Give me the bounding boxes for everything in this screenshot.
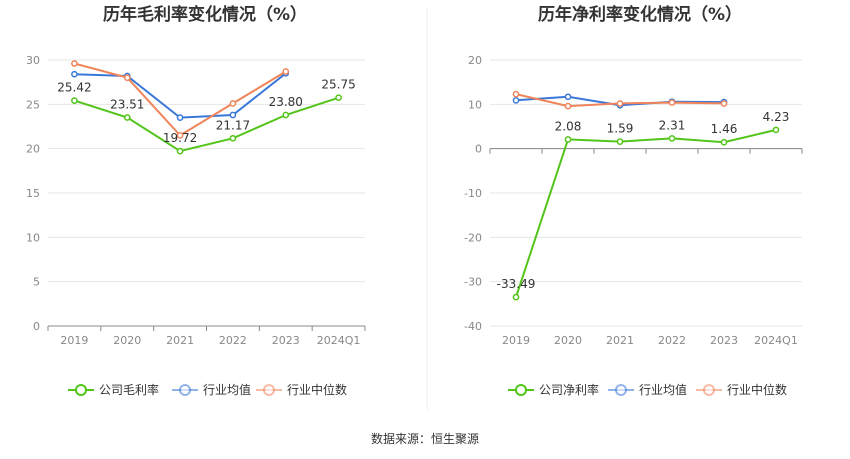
chart-title: 历年净利率变化情况（%） [538,4,742,25]
data-point[interactable] [229,100,237,107]
data-point[interactable] [176,147,184,155]
legend-label[interactable]: 行业中位数 [287,382,347,397]
data-label: 23.51 [110,98,144,112]
y-tick-label: 25 [26,98,40,111]
gross-margin-chart: 历年毛利率变化情况（%） 0 5 10 15 20 25 30 2019 2020 2021 2022… [26,4,366,397]
legend-label[interactable]: 公司毛利率 [99,382,159,397]
y-tick-label: -20 [464,231,482,244]
data-point[interactable] [564,102,572,110]
data-point[interactable] [282,111,290,119]
data-label: 2.31 [659,118,686,132]
x-tick-label: 2019 [60,334,88,347]
data-point[interactable] [772,126,780,134]
y-tick-label: 15 [26,187,40,200]
series-line [74,96,339,153]
net-margin-chart: 历年净利率变化情况（%） -40 -30 -20 -10 0 10 20 2019 2020 202… [464,4,803,397]
data-point[interactable] [564,136,572,143]
x-tick-label: 2023 [710,334,738,347]
legend-label[interactable]: 行业中位数 [727,382,787,397]
data-point[interactable] [282,68,290,75]
data-label: 21.17 [216,118,250,132]
chart-title: 历年毛利率变化情况（%） [103,4,307,25]
data-label: 1.59 [607,122,634,136]
data-point[interactable] [71,70,78,78]
series-line [515,128,777,298]
data-label: 25.42 [57,81,91,95]
data-point[interactable] [71,97,78,104]
x-tick-label: 2022 [658,334,686,347]
y-tick-label: -30 [464,276,482,289]
data-point[interactable] [564,93,572,101]
x-tick-label: 2020 [554,334,582,347]
x-tick-label: 2019 [502,334,530,347]
data-label: 25.75 [321,78,355,92]
data-label: 2.08 [555,119,582,133]
x-tick-label: 2020 [113,334,141,347]
legend-label[interactable]: 行业均值 [639,382,687,397]
data-label: 1.46 [711,122,738,136]
data-point[interactable] [720,138,728,146]
y-tick-label: 20 [26,143,40,156]
y-tick-label: 20 [468,54,482,67]
y-tick-label: 5 [33,276,40,289]
data-point[interactable] [512,293,520,301]
data-label: 19.72 [163,131,197,145]
data-point[interactable] [512,90,520,98]
legend-marker[interactable] [515,384,527,396]
x-tick-label: 2023 [272,334,300,347]
y-tick-label: 10 [468,98,482,111]
data-point[interactable] [616,138,624,145]
data-point[interactable] [123,74,131,82]
legend-marker[interactable] [703,384,715,396]
data-point[interactable] [668,99,676,106]
x-tick-label: 2021 [606,334,634,347]
legend-marker[interactable] [615,384,627,396]
legend-marker[interactable] [75,384,87,396]
data-point[interactable] [229,111,237,119]
x-tick-label: 2024Q1 [317,334,361,347]
data-point[interactable] [616,100,624,107]
data-point[interactable] [512,96,520,104]
data-point[interactable] [668,135,676,142]
data-point[interactable] [71,60,78,67]
y-tick-label: 0 [475,143,482,156]
y-tick-label: 0 [33,320,40,333]
data-source-note: 数据来源：恒生聚源 [371,431,479,446]
y-tick-label: -40 [464,320,482,333]
data-point[interactable] [123,114,131,121]
y-tick-label: -10 [464,187,482,200]
data-point[interactable] [176,114,184,121]
data-point[interactable] [335,94,342,102]
legend-marker[interactable] [179,384,191,396]
data-point[interactable] [720,100,728,107]
data-label: 23.80 [269,95,303,109]
data-point[interactable] [176,132,184,139]
legend-label[interactable]: 公司净利率 [539,382,599,397]
legend-label[interactable]: 行业均值 [203,382,251,397]
x-tick-label: 2021 [166,334,194,347]
data-label: -33.49 [497,277,536,291]
y-tick-label: 30 [26,54,40,67]
y-tick-label: 10 [26,231,40,244]
x-tick-label: 2024Q1 [754,334,798,347]
legend-marker[interactable] [263,384,275,396]
data-point[interactable] [229,134,237,142]
x-tick-label: 2022 [219,334,247,347]
data-label: 4.23 [763,110,790,124]
